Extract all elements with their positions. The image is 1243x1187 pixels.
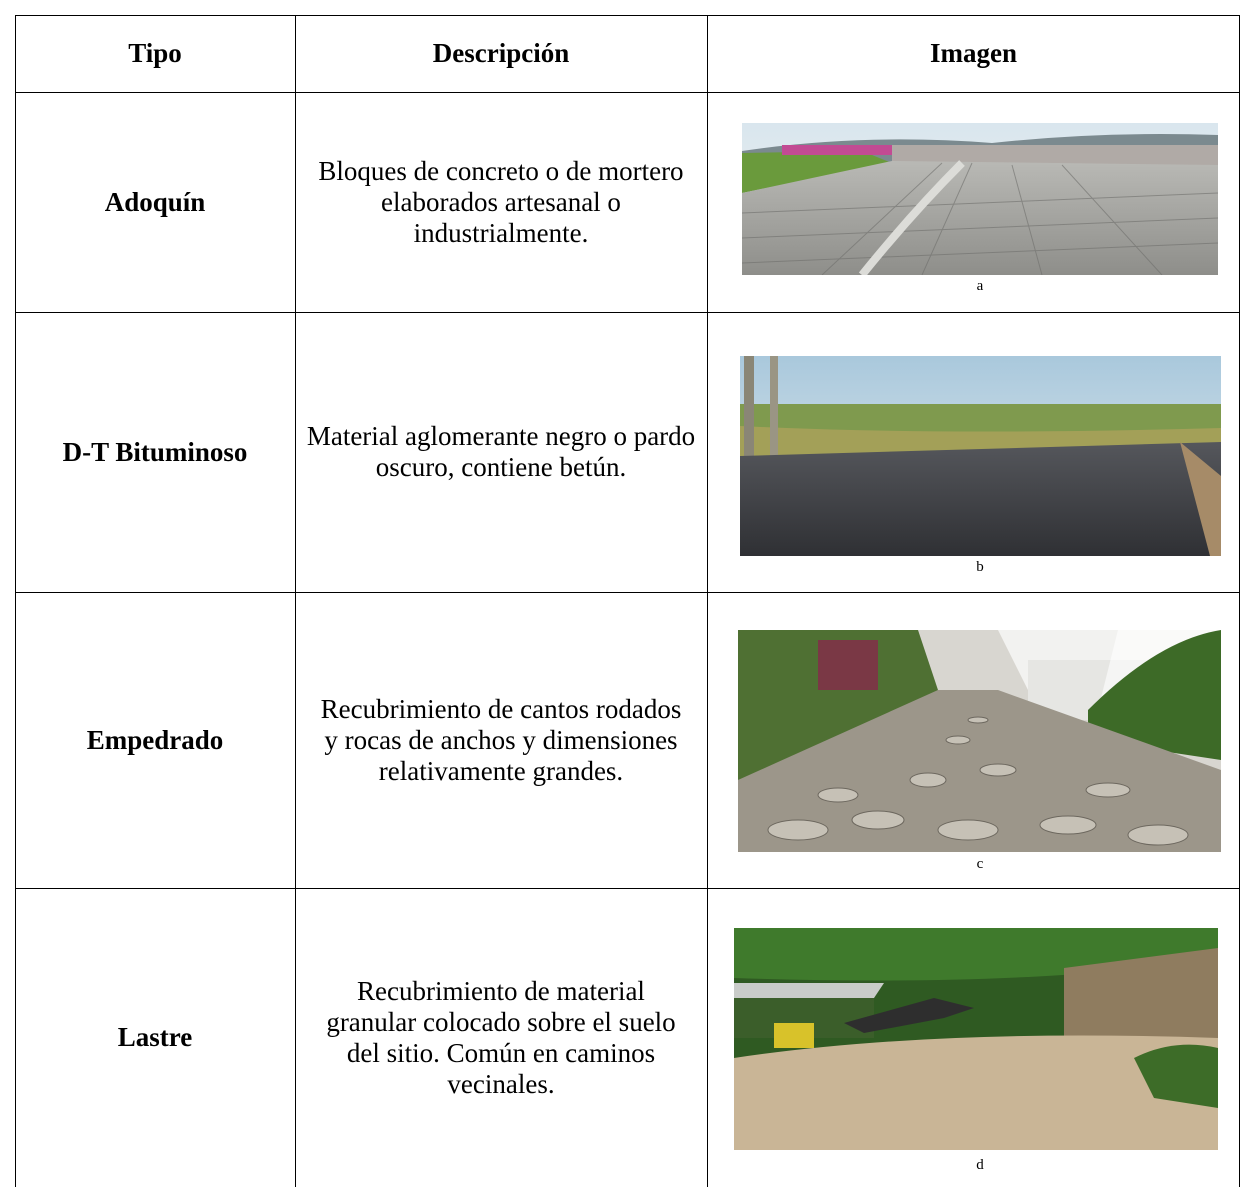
photo — [742, 123, 1218, 275]
description-cell: Material aglomerante negro o pardo oscur… — [306, 421, 696, 482]
column-border — [295, 16, 296, 1187]
description-cell: Recubrimiento de material granular coloc… — [326, 975, 676, 1099]
table — [15, 15, 1240, 1187]
header-cell: Descripción — [432, 38, 570, 68]
row-border — [16, 592, 1239, 593]
header-cell: Imagen — [930, 38, 1017, 68]
type-cell: Empedrado — [86, 724, 224, 755]
header-cell: Tipo — [128, 38, 182, 68]
row-border — [16, 312, 1239, 313]
caption: b — [976, 559, 984, 575]
caption: c — [976, 856, 984, 872]
caption: a — [976, 278, 984, 294]
row-border — [16, 92, 1239, 93]
caption: d — [976, 1157, 984, 1173]
photo — [738, 630, 1221, 852]
photo — [734, 928, 1218, 1150]
photo — [740, 356, 1221, 556]
row-border — [16, 888, 1239, 889]
type-cell: D-T Bituminoso — [62, 436, 248, 467]
column-border — [707, 16, 708, 1187]
description-cell: Bloques de concreto o de mortero elabora… — [318, 155, 684, 248]
description-cell: Recubrimiento de cantos rodados y rocas … — [320, 693, 682, 786]
type-cell: Lastre — [117, 1022, 193, 1052]
type-cell: Adoquín — [104, 186, 206, 217]
